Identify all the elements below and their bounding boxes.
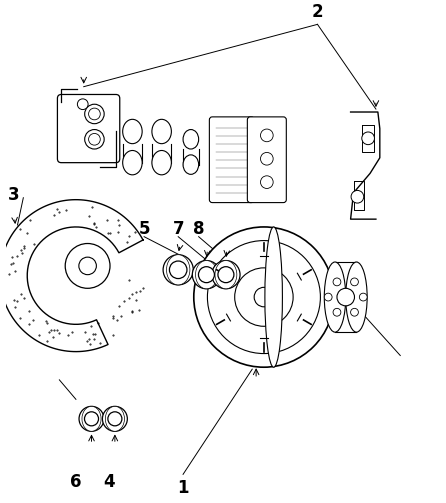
Circle shape (65, 243, 110, 288)
Circle shape (351, 191, 364, 203)
Ellipse shape (152, 119, 171, 144)
Circle shape (163, 255, 193, 285)
Circle shape (212, 261, 240, 289)
Circle shape (337, 288, 355, 306)
Circle shape (333, 278, 341, 286)
Circle shape (85, 130, 104, 149)
Circle shape (324, 293, 332, 301)
Circle shape (218, 267, 234, 283)
Ellipse shape (105, 406, 124, 431)
Ellipse shape (183, 155, 198, 175)
Ellipse shape (152, 150, 171, 175)
Ellipse shape (123, 150, 142, 175)
Ellipse shape (123, 119, 142, 144)
Circle shape (79, 406, 104, 431)
Circle shape (85, 104, 104, 124)
Circle shape (254, 287, 274, 307)
Text: 4: 4 (103, 473, 115, 491)
Text: 3: 3 (8, 186, 20, 204)
Circle shape (359, 293, 367, 301)
Circle shape (207, 240, 320, 354)
Text: 1: 1 (178, 479, 189, 497)
Circle shape (351, 308, 359, 316)
Circle shape (351, 278, 359, 286)
Text: 8: 8 (193, 220, 204, 238)
Circle shape (362, 132, 375, 145)
Ellipse shape (166, 255, 190, 285)
Circle shape (108, 412, 122, 426)
Circle shape (260, 152, 273, 165)
Circle shape (194, 227, 334, 367)
Ellipse shape (346, 262, 367, 332)
Polygon shape (0, 200, 143, 352)
FancyBboxPatch shape (248, 117, 286, 203)
Circle shape (192, 261, 221, 289)
Ellipse shape (215, 261, 237, 289)
Circle shape (89, 133, 100, 145)
Circle shape (333, 308, 341, 316)
FancyBboxPatch shape (209, 117, 254, 203)
Ellipse shape (82, 406, 101, 431)
Circle shape (260, 176, 273, 189)
Circle shape (169, 261, 187, 279)
FancyBboxPatch shape (58, 95, 120, 162)
Text: 5: 5 (138, 220, 150, 238)
Ellipse shape (265, 227, 282, 367)
Circle shape (78, 99, 88, 110)
Circle shape (89, 108, 100, 120)
Circle shape (260, 129, 273, 142)
Circle shape (103, 406, 128, 431)
Text: 2: 2 (312, 4, 323, 22)
Circle shape (84, 412, 99, 426)
Ellipse shape (195, 261, 217, 289)
Circle shape (235, 268, 293, 326)
Ellipse shape (183, 130, 198, 149)
Circle shape (79, 257, 96, 275)
Text: 7: 7 (173, 220, 184, 238)
Circle shape (198, 267, 215, 283)
Ellipse shape (324, 262, 346, 332)
Text: 6: 6 (70, 473, 82, 491)
